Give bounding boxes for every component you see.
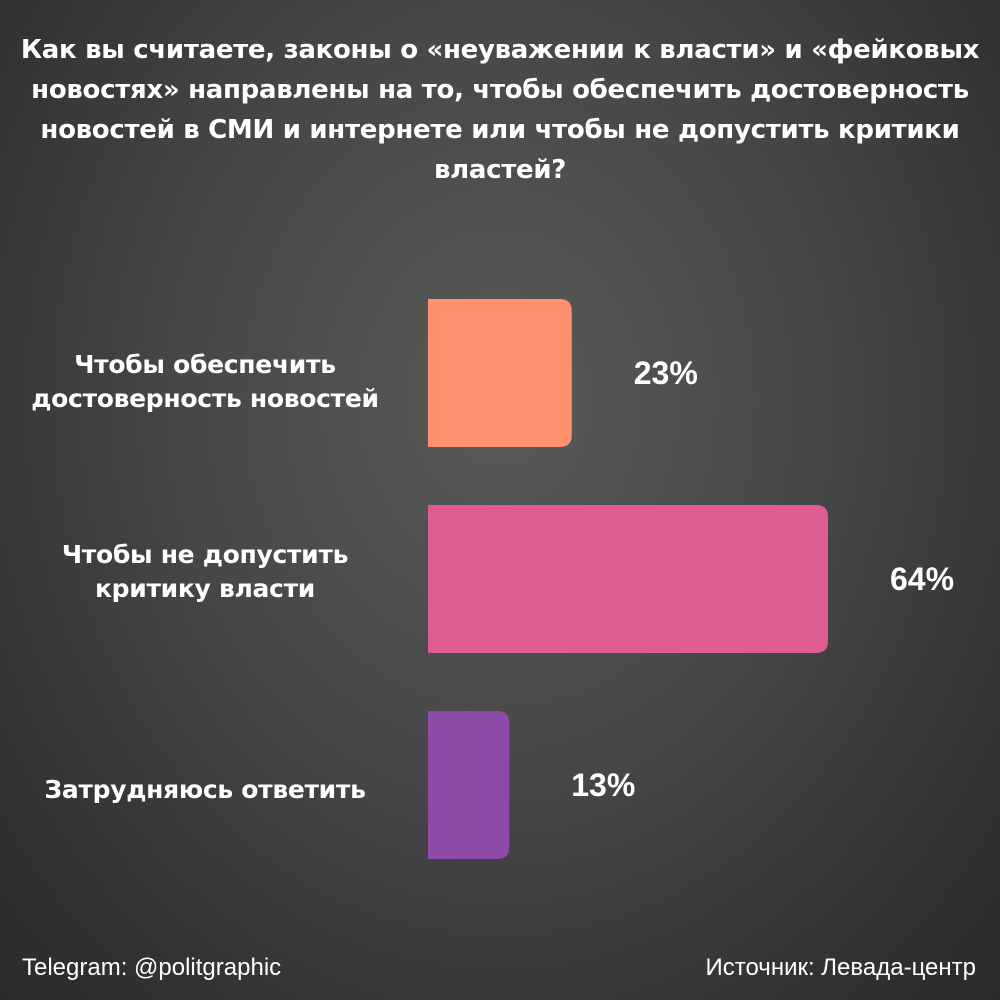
- value-label-3: 13%: [571, 767, 635, 803]
- value-label-2: 64%: [890, 561, 954, 597]
- category-label-hard-to-say: Затрудняюсь ответить: [44, 775, 366, 804]
- source-credit: Источник: Левада-центр: [705, 954, 976, 981]
- category-label-ensure-reliability: Чтобы обеспечить достоверность новостей: [31, 350, 379, 413]
- value-label-1: 23%: [634, 355, 698, 391]
- chart-title: Как вы считаете, законы о «неуважении к …: [20, 35, 980, 185]
- telegram-credit: Telegram: @politgraphic: [22, 954, 282, 981]
- category-label-prevent-criticism: Чтобы не допустить критику власти: [61, 540, 349, 603]
- bar-1: [428, 299, 572, 447]
- bar-2: [428, 505, 828, 653]
- bar-3: [428, 711, 510, 859]
